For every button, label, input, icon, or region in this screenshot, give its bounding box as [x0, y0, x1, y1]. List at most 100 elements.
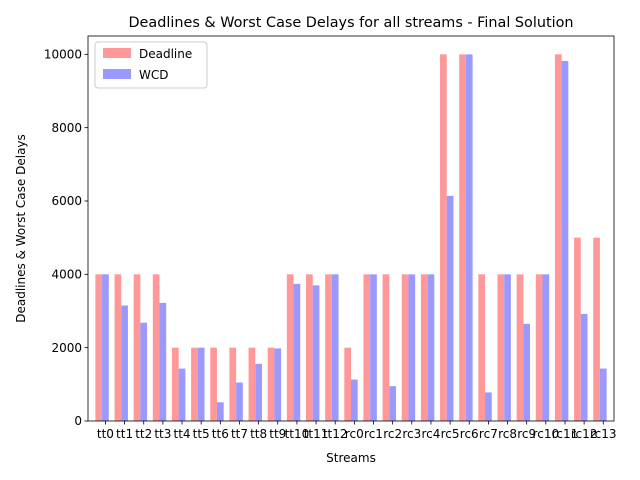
x-tick-label: rc12: [571, 427, 598, 441]
bar-deadline-tt7: [229, 347, 237, 421]
x-tick-label: rc8: [498, 427, 517, 441]
legend: Deadline WCD: [94, 41, 208, 89]
bar-wcd-tt6: [216, 402, 224, 421]
bar-wcd-rc12: [580, 313, 588, 421]
bar-deadline-rc12: [574, 237, 581, 421]
axes-group: [87, 35, 615, 422]
y-tick-label: 2000: [51, 341, 82, 355]
bar-deadline-tt0: [95, 274, 103, 421]
bar-deadline-tt3: [152, 274, 160, 421]
bar-wcd-rc5: [446, 195, 454, 421]
bar-wcd-tt12: [331, 274, 339, 421]
legend-label-wcd: WCD: [139, 68, 168, 82]
x-tick-label: tt8: [250, 427, 267, 441]
x-tick-label: rc4: [421, 427, 440, 441]
bar-wcd-tt5: [197, 347, 205, 421]
x-tick-label: tt2: [135, 427, 152, 441]
bar-wcd-tt0: [102, 274, 109, 421]
bar-deadline-rc7: [478, 274, 486, 421]
bar-wcd-tt11: [312, 285, 320, 421]
bar-wcd-tt2: [140, 322, 148, 421]
bar-deadline-rc4: [420, 274, 428, 421]
x-tick-label: rc3: [402, 427, 421, 441]
legend-label-deadline: Deadline: [139, 47, 192, 61]
x-tick-label: rc7: [479, 427, 498, 441]
bar-deadline-rc0: [344, 347, 351, 421]
x-tick-label: rc11: [552, 427, 579, 441]
x-tick-label: tt9: [269, 427, 286, 441]
bar-wcd-rc6: [465, 54, 473, 421]
x-tick-label: rc0: [345, 427, 364, 441]
bar-deadline-tt2: [133, 274, 141, 421]
x-tick-label: tt3: [154, 427, 171, 441]
x-axis-label: Streams: [326, 451, 376, 465]
bar-wcd-rc1: [370, 274, 377, 421]
x-tick-label: tt6: [212, 427, 229, 441]
x-tick-label: tt1: [116, 427, 133, 441]
legend-swatch-deadline: [103, 48, 131, 58]
legend-swatch-wcd: [103, 69, 131, 79]
bar-wcd-rc3: [408, 274, 416, 421]
bar-deadline-tt1: [114, 274, 122, 421]
bar-wcd-tt1: [121, 305, 128, 421]
x-tick-label: tt5: [193, 427, 210, 441]
bars-group: [95, 54, 607, 421]
bar-wcd-tt9: [274, 348, 282, 421]
chart-title: Deadlines & Worst Case Delays for all st…: [128, 15, 573, 31]
x-tick-label: tt0: [97, 427, 114, 441]
x-tick-label: rc6: [460, 427, 479, 441]
bar-deadline-rc1: [363, 274, 371, 421]
x-ticks-group: tt0 tt1 tt2 tt3 tt4 tt5 tt6 tt7 tt8 tt9tt10tt11tt…: [97, 421, 617, 441]
bar-deadline-rc10: [535, 274, 543, 421]
x-tick-label: tt4: [173, 427, 190, 441]
y-tick-label: 8000: [51, 121, 82, 135]
x-tick-label: rc9: [517, 427, 536, 441]
bar-wcd-rc10: [542, 274, 550, 421]
x-tick-label: rc5: [441, 427, 460, 441]
bar-wcd-tt10: [293, 283, 301, 421]
y-tick-label: 10000: [44, 48, 82, 62]
x-tick-label: rc13: [590, 427, 617, 441]
x-tick-label: tt12: [323, 427, 348, 441]
x-tick-label: rc10: [533, 427, 560, 441]
bar-deadline-tt11: [306, 274, 313, 421]
x-tick-label: rc2: [383, 427, 402, 441]
bar-deadline-tt12: [325, 274, 332, 421]
bar-wcd-tt8: [255, 363, 262, 421]
bar-wcd-tt4: [178, 368, 186, 421]
bar-wcd-rc13: [599, 368, 607, 421]
bar-wcd-rc4: [427, 274, 435, 421]
x-tick-label: tt7: [231, 427, 248, 441]
bar-deadline-tt10: [286, 274, 294, 421]
bar-wcd-rc2: [389, 386, 396, 421]
y-axis-label: Deadlines & Worst Case Delays: [14, 134, 28, 323]
bar-deadline-rc5: [440, 54, 447, 421]
x-tick-label: tt10: [285, 427, 310, 441]
bar-deadline-tt8: [248, 347, 256, 421]
bar-deadline-rc9: [516, 274, 524, 421]
bar-deadline-rc13: [593, 237, 600, 421]
y-tick-label: 6000: [51, 194, 82, 208]
y-ticks-group: 0 2000 4000 6000 8000 10000: [44, 48, 88, 428]
bar-deadline-rc6: [459, 54, 466, 421]
y-tick-label: 0: [74, 414, 82, 428]
bar-wcd-rc8: [504, 274, 511, 421]
bar-deadline-rc11: [554, 54, 562, 421]
bar-deadline-rc8: [497, 274, 505, 421]
bar-deadline-tt4: [171, 347, 179, 421]
x-tick-label: rc1: [364, 427, 383, 441]
bar-wcd-rc9: [523, 323, 531, 421]
y-tick-label: 4000: [51, 268, 82, 282]
bar-deadline-rc3: [401, 274, 409, 421]
bar-wcd-tt7: [236, 382, 243, 421]
bar-deadline-rc2: [382, 274, 390, 421]
bar-wcd-rc11: [561, 60, 569, 421]
bar-deadline-tt5: [191, 347, 198, 421]
bar-wcd-tt3: [159, 302, 167, 421]
bar-wcd-rc7: [485, 392, 492, 421]
bar-deadline-tt9: [267, 347, 275, 421]
bar-wcd-rc0: [351, 379, 358, 421]
x-tick-label: tt11: [304, 427, 329, 441]
plot-frame: [87, 35, 615, 422]
